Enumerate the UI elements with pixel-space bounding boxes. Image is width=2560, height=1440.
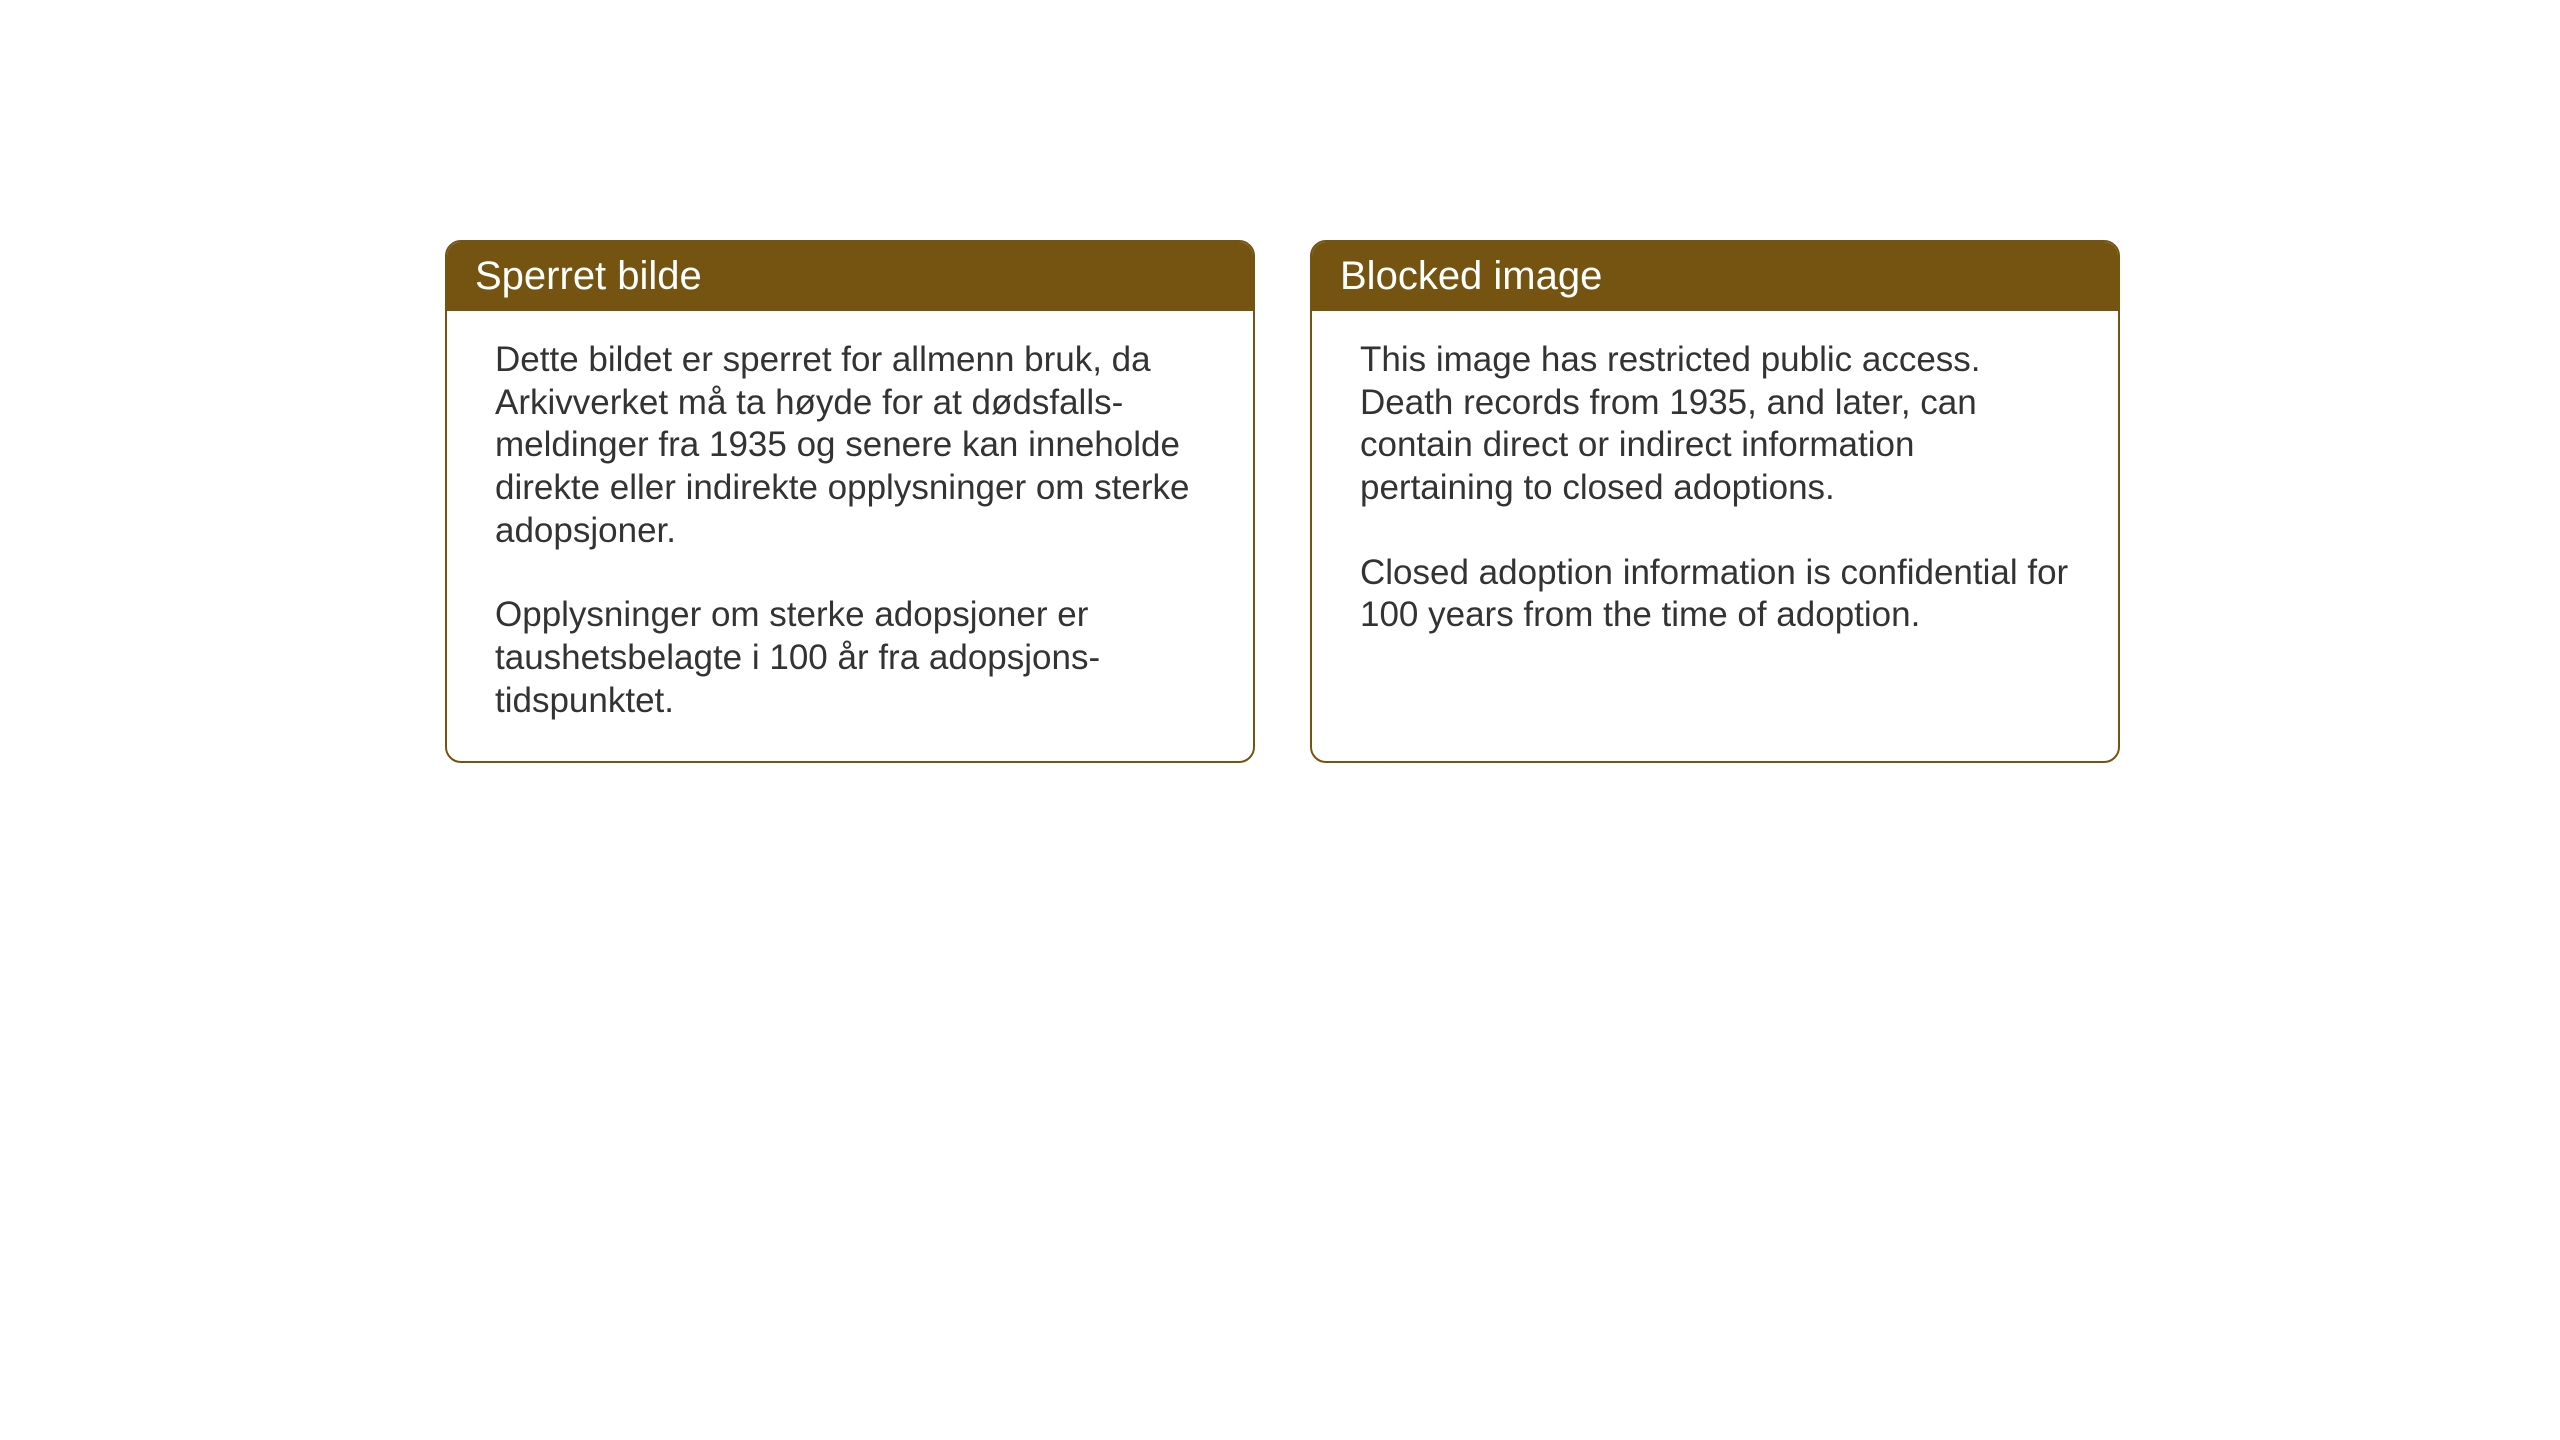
- notice-card-english: Blocked image This image has restricted …: [1310, 240, 2120, 763]
- notice-paragraph-1-english: This image has restricted public access.…: [1360, 339, 2070, 510]
- notice-card-norwegian: Sperret bilde Dette bildet er sperret fo…: [445, 240, 1255, 763]
- notice-header-norwegian: Sperret bilde: [447, 242, 1253, 311]
- notice-container: Sperret bilde Dette bildet er sperret fo…: [445, 240, 2120, 763]
- notice-title-english: Blocked image: [1340, 254, 1602, 298]
- notice-body-english: This image has restricted public access.…: [1312, 311, 2118, 675]
- notice-title-norwegian: Sperret bilde: [475, 254, 702, 298]
- notice-paragraph-2-english: Closed adoption information is confident…: [1360, 552, 2070, 637]
- notice-paragraph-1-norwegian: Dette bildet er sperret for allmenn bruk…: [495, 339, 1205, 552]
- notice-paragraph-2-norwegian: Opplysninger om sterke adopsjoner er tau…: [495, 594, 1205, 722]
- notice-header-english: Blocked image: [1312, 242, 2118, 311]
- notice-body-norwegian: Dette bildet er sperret for allmenn bruk…: [447, 311, 1253, 761]
